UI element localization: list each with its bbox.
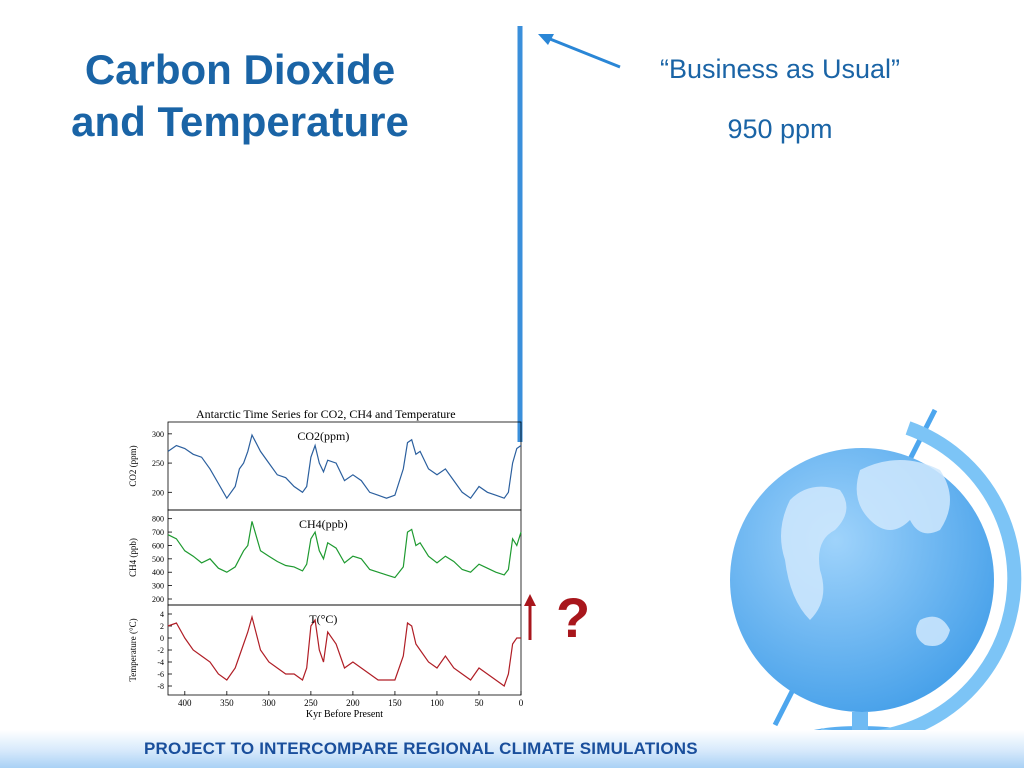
footer-band <box>0 730 1024 768</box>
x-tick-label: 300 <box>262 698 276 708</box>
title-line-2: and Temperature <box>71 98 409 145</box>
y-tick-label: -4 <box>157 658 164 667</box>
x-tick-label: 0 <box>519 698 524 708</box>
x-tick-label: 400 <box>178 698 192 708</box>
y-axis-label: CO2 (ppm) <box>128 445 138 486</box>
annotation-arrow-head <box>538 34 554 45</box>
y-tick-label: 4 <box>160 610 164 619</box>
x-axis-label: Kyr Before Present <box>306 709 383 720</box>
x-tick-label: 200 <box>346 698 360 708</box>
projected-co2-value: 950 ppm <box>727 114 833 144</box>
y-tick-label: 800 <box>152 515 164 524</box>
series-line-1 <box>167 521 522 579</box>
y-axis-label: CH4 (ppb) <box>128 538 138 577</box>
series-line-0 <box>167 433 522 500</box>
y-tick-label: 250 <box>152 459 164 468</box>
question-mark: ? <box>556 586 591 649</box>
antarctic-time-series-chart: Antarctic Time Series for CO2, CH4 and T… <box>128 407 524 720</box>
y-axis-label: Temperature (°C) <box>128 618 138 681</box>
x-tick-label: 100 <box>430 698 444 708</box>
business-as-usual-label: “Business as Usual” <box>659 54 901 84</box>
temperature-rise-arrow-head <box>524 594 536 606</box>
title-line-1: Carbon Dioxide <box>84 46 396 93</box>
panel-label: CH4(ppb) <box>299 517 348 531</box>
footer-title: PROJECT TO INTERCOMPARE REGIONAL CLIMATE… <box>144 739 698 758</box>
y-tick-label: 400 <box>152 568 164 577</box>
panel-label: CO2(ppm) <box>297 429 349 443</box>
y-tick-label: 600 <box>152 541 164 550</box>
chart-panel-frame <box>167 604 522 696</box>
y-tick-label: 300 <box>152 582 164 591</box>
slide-title: Carbon Dioxide and Temperature <box>40 44 440 148</box>
y-tick-label: -8 <box>157 682 164 691</box>
y-tick-label: 200 <box>152 488 164 497</box>
series-line-2 <box>167 614 521 687</box>
y-tick-label: -2 <box>157 646 164 655</box>
y-tick-label: 700 <box>152 528 164 537</box>
y-tick-label: 200 <box>152 595 164 604</box>
annotation-arrow-shaft <box>544 35 621 69</box>
globe-icon <box>730 408 1022 750</box>
x-tick-label: 50 <box>474 698 484 708</box>
x-tick-label: 150 <box>388 698 402 708</box>
y-tick-label: 300 <box>152 430 164 439</box>
y-tick-label: 500 <box>152 555 164 564</box>
chart-title: Antarctic Time Series for CO2, CH4 and T… <box>196 407 456 421</box>
x-tick-label: 250 <box>304 698 318 708</box>
x-tick-label: 350 <box>220 698 234 708</box>
panel-label: T(°C) <box>309 612 337 626</box>
y-tick-label: -6 <box>157 670 164 679</box>
y-tick-label: 2 <box>160 622 164 631</box>
y-tick-label: 0 <box>160 634 164 643</box>
